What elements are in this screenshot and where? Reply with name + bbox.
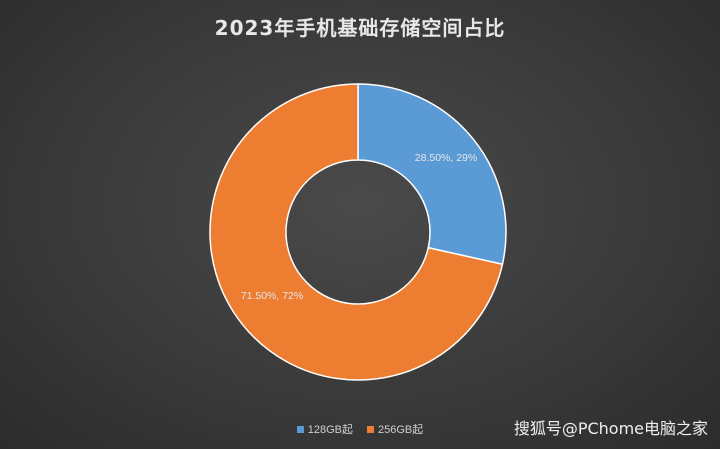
legend-item-256gb: 256GB起: [367, 421, 423, 437]
chart-title: 2023年手机基础存储空间占比: [214, 16, 506, 40]
donut-slice-256gb: [209, 83, 504, 381]
data-label-256gb: 71.50%, 72%: [241, 290, 303, 302]
legend-swatch-256gb: [367, 425, 374, 433]
data-label-128gb: 28.50%, 29%: [415, 152, 477, 164]
legend-swatch-128gb: [296, 425, 304, 433]
legend-label-128gb: 128GB起: [307, 424, 353, 436]
donut-slice-128gb: [357, 83, 507, 266]
watermark-text: 搜狐号@PChome电脑之家: [513, 419, 708, 438]
chart-legend: 128GB起 256GB起: [0, 421, 720, 437]
legend-label-256gb: 256GB起: [378, 424, 424, 436]
legend-item-128gb: 128GB起: [296, 421, 353, 437]
